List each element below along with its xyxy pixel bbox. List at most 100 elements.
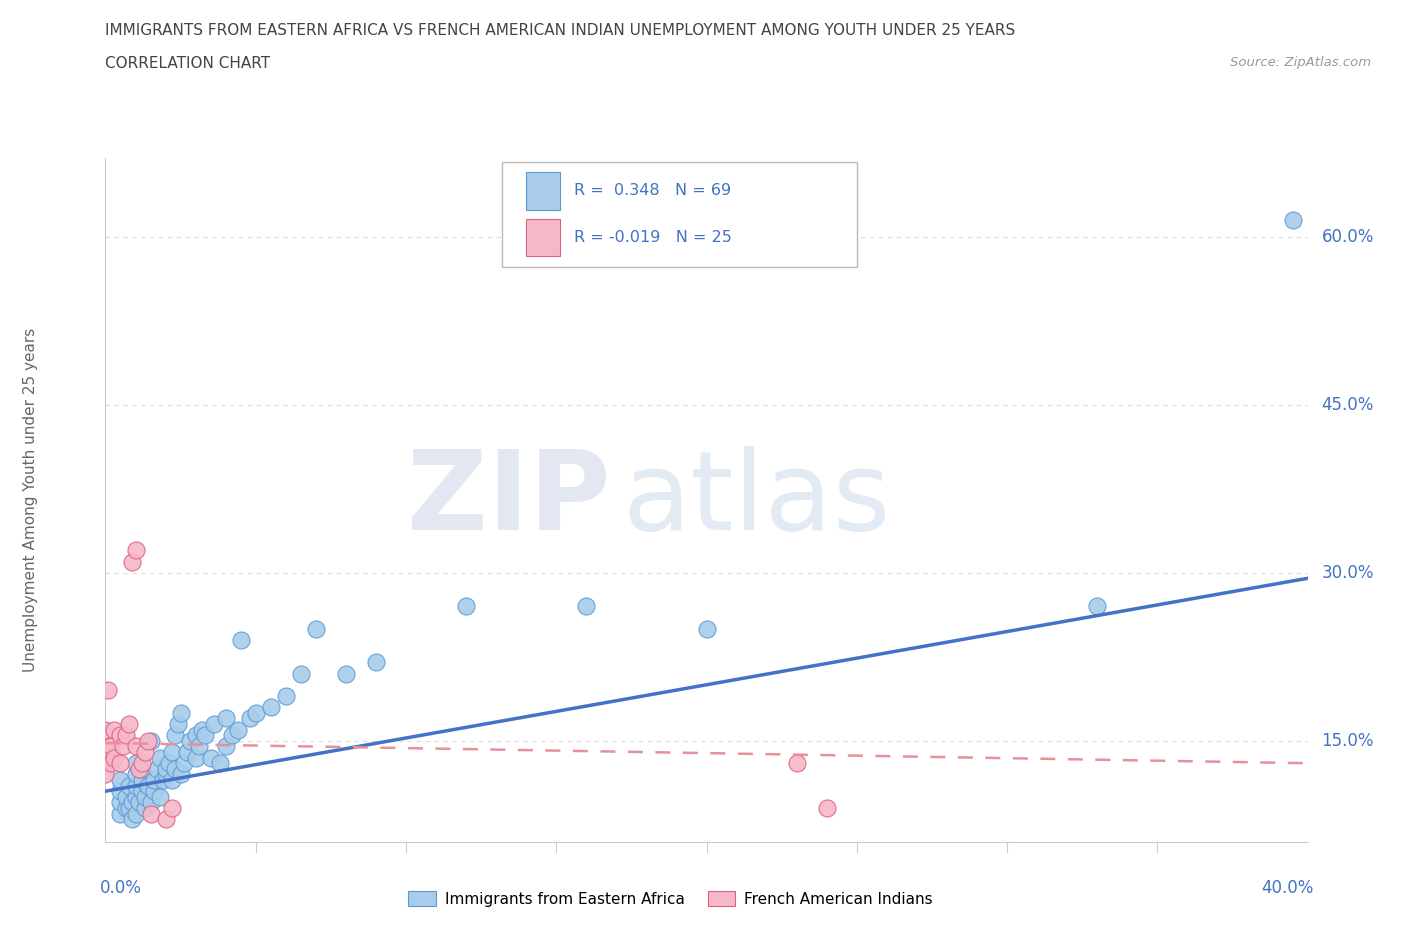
Point [239,711,262,725]
Point [134,745,156,760]
Point [145,762,167,777]
Point [148,790,170,804]
Point [121,795,143,810]
Point [94,723,117,737]
Text: 60.0%: 60.0% [1322,228,1374,246]
Point [155,767,177,782]
Point [152,773,174,788]
Point [229,632,252,647]
Point [118,716,141,731]
Point [110,728,132,743]
Point [136,734,159,749]
Point [163,728,186,743]
Point [202,716,225,731]
Point [169,767,191,782]
Point [118,801,141,816]
Point [696,621,718,636]
Point [208,756,231,771]
Point [245,705,267,720]
Point [260,699,283,714]
Point [139,734,162,749]
Point [124,739,146,754]
Point [163,762,186,777]
Point [128,762,150,777]
Point [131,756,153,771]
Point [274,688,297,703]
Point [290,666,312,681]
Point [221,728,243,743]
Point [121,812,143,827]
Text: R =  0.348   N = 69: R = 0.348 N = 69 [574,183,731,198]
Point [142,773,165,788]
Point [169,705,191,720]
Text: Source: ZipAtlas.com: Source: ZipAtlas.com [1230,56,1371,69]
Point [128,795,150,810]
Point [115,790,138,804]
Point [176,745,198,760]
Point [110,773,132,788]
Bar [526,219,560,256]
Point [179,734,201,749]
Point [187,739,209,754]
Point [100,739,122,754]
Point [115,728,138,743]
Point [124,756,146,771]
Point [160,745,183,760]
Point [160,801,183,816]
Text: 15.0%: 15.0% [1322,732,1374,750]
Point [110,756,132,771]
Point [226,723,249,737]
Point [97,745,120,760]
Point [194,728,217,743]
Point [214,739,236,754]
Point [136,778,159,793]
Point [94,767,117,782]
Text: R = -0.019   N = 25: R = -0.019 N = 25 [574,230,733,245]
Point [1085,599,1108,614]
Point [184,728,207,743]
Text: CORRELATION CHART: CORRELATION CHART [105,56,270,71]
Point [124,790,146,804]
Point [112,739,135,754]
Point [184,751,207,765]
Point [454,599,477,614]
Text: 45.0%: 45.0% [1322,395,1374,414]
Point [124,778,146,793]
Legend: Immigrants from Eastern Africa, French American Indians: Immigrants from Eastern Africa, French A… [402,884,939,912]
Point [103,723,125,737]
Point [200,751,222,765]
Point [166,716,188,731]
Point [190,723,212,737]
Point [305,621,328,636]
Point [110,795,132,810]
Point [131,784,153,799]
Point [97,683,120,698]
Point [786,756,808,771]
Point [134,790,156,804]
Point [148,751,170,765]
Point [173,756,195,771]
Point [110,784,132,799]
Point [815,801,838,816]
Point [100,756,122,771]
Point [160,773,183,788]
Text: 40.0%: 40.0% [1261,879,1313,897]
Point [118,778,141,793]
Point [131,762,153,777]
Text: 30.0%: 30.0% [1322,564,1374,581]
Point [335,666,357,681]
Text: 0.0%: 0.0% [100,879,142,897]
Point [124,767,146,782]
Text: atlas: atlas [623,446,891,553]
Point [124,543,146,558]
Point [110,806,132,821]
Bar [526,172,560,209]
Point [142,784,165,799]
Point [155,812,177,827]
Text: IMMIGRANTS FROM EASTERN AFRICA VS FRENCH AMERICAN INDIAN UNEMPLOYMENT AMONG YOUT: IMMIGRANTS FROM EASTERN AFRICA VS FRENCH… [105,23,1015,38]
Point [103,751,125,765]
Point [124,806,146,821]
Point [139,806,162,821]
Point [131,773,153,788]
Point [214,711,236,725]
